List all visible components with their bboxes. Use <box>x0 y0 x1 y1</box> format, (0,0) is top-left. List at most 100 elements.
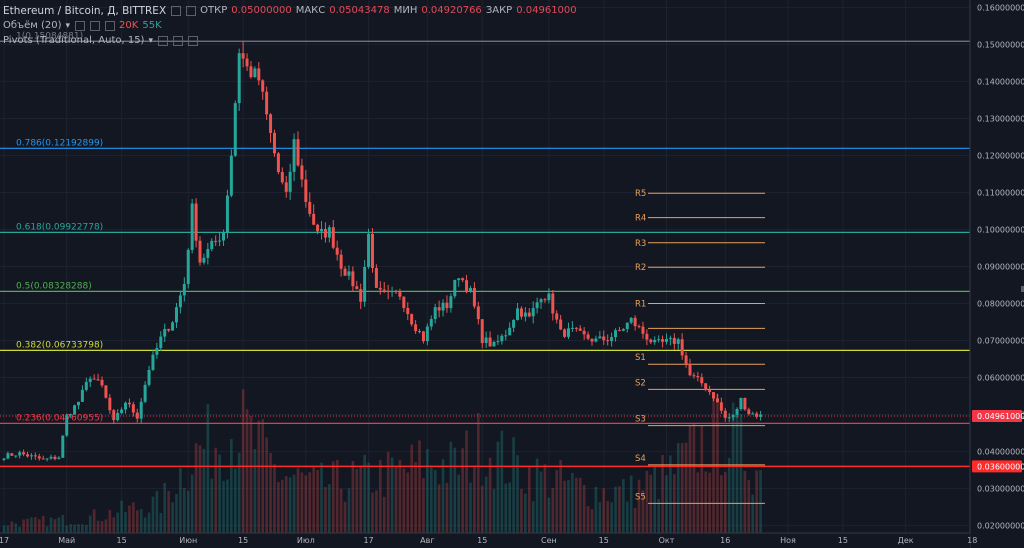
volume-bar <box>433 470 437 533</box>
candle-body <box>292 139 296 172</box>
volume-bar <box>461 448 464 533</box>
volume-bar <box>700 425 704 533</box>
candle-body <box>284 182 288 192</box>
time-tick-label: 15 <box>599 536 609 545</box>
volume-bar <box>386 451 390 533</box>
candle-body <box>171 322 175 331</box>
volume-bar <box>477 413 480 533</box>
candle-body <box>163 328 167 337</box>
chevron-down-icon[interactable]: ▾ <box>148 35 153 46</box>
settings-icon[interactable] <box>90 20 101 31</box>
candle-body <box>449 296 453 309</box>
volume-bar <box>418 440 421 533</box>
candle-body <box>37 456 41 459</box>
candle-body <box>73 405 77 415</box>
volume-bar <box>14 523 18 533</box>
symbol-title[interactable]: Ethereum / Bitcoin, Д, BITTREX <box>3 4 167 17</box>
time-tick-label: 18 <box>967 536 977 545</box>
candle-body <box>696 376 700 378</box>
volume-indicator-row: Объём (20) ▾ 20K 55K <box>3 18 577 33</box>
fib-level-label: 0.786(0.12192899) <box>16 138 103 148</box>
time-axis[interactable]: 17 Май 15 Июн 15 Июл 17 Авг 15 Сен 15 Окт 16 Ноя 15 Дек… <box>0 532 977 548</box>
candle-body <box>363 267 367 302</box>
volume-bar <box>124 511 127 533</box>
volume-bar <box>88 515 92 533</box>
volume-bar <box>288 477 292 533</box>
settings-icon[interactable] <box>173 35 183 46</box>
volume-bar <box>355 468 359 533</box>
volume-bar <box>563 480 566 533</box>
volume-bar <box>210 478 214 533</box>
volume-bar <box>606 501 609 533</box>
candle-body <box>229 155 233 196</box>
eye-icon[interactable] <box>75 20 86 31</box>
candle-body <box>233 103 237 156</box>
candle-body <box>692 375 696 377</box>
candle-body <box>429 319 433 327</box>
volume-bar <box>578 477 582 533</box>
volume-bar <box>104 519 108 533</box>
close-icon[interactable] <box>105 20 116 31</box>
volume-bar <box>351 460 355 533</box>
candle-body <box>147 369 151 385</box>
volume-bar <box>347 488 351 533</box>
volume-bar <box>465 430 468 533</box>
candle-body <box>617 330 621 332</box>
eye-icon[interactable] <box>158 35 168 46</box>
volume-bar <box>571 472 574 533</box>
candle-body <box>680 339 684 356</box>
candle-body <box>127 402 131 405</box>
volume-bar <box>261 419 265 533</box>
candle-body <box>26 454 30 457</box>
volume-bar <box>281 479 284 533</box>
volume-bar <box>37 519 41 533</box>
volume-bar <box>390 457 394 533</box>
volume-bar <box>692 423 696 533</box>
candle-body <box>606 340 610 342</box>
volume-bar <box>590 509 594 533</box>
time-axis-bg <box>0 533 970 548</box>
candle-body <box>425 326 429 342</box>
candle-body <box>194 203 198 241</box>
volume-bar <box>429 466 433 533</box>
candle-body <box>339 254 343 269</box>
candle-body <box>531 308 535 317</box>
candle-body <box>65 415 69 436</box>
volume-indicator-label[interactable]: Объём (20) <box>3 20 62 31</box>
volume-bar <box>73 524 76 533</box>
price-tag-bg <box>972 409 1022 422</box>
chart-grid <box>0 0 973 533</box>
volume-bar <box>598 502 602 533</box>
volume-bar <box>155 491 159 533</box>
close-icon[interactable] <box>188 35 198 46</box>
volume-bar <box>371 492 374 533</box>
candle-body <box>457 278 461 281</box>
ohlc-high-value: 0.05043478 <box>329 5 390 16</box>
time-tick-label: Дек <box>898 536 914 545</box>
volume-bar <box>500 430 504 533</box>
volume-bar <box>316 469 319 533</box>
candle-body <box>92 378 96 380</box>
chart-legend: Ethereum / Bitcoin, Д, BITTREX ОТКР 0.050… <box>3 3 577 48</box>
volume-bar <box>147 512 151 533</box>
chevron-down-icon[interactable]: ▾ <box>65 20 71 31</box>
volume-bar <box>175 494 178 533</box>
scroll-handle[interactable] <box>1021 286 1024 292</box>
volume-bar <box>649 474 653 533</box>
candle-body <box>29 455 33 457</box>
candle-body <box>100 379 104 386</box>
candle-body <box>743 397 747 410</box>
candle-body <box>327 227 331 238</box>
pivots-indicator-label[interactable]: Pivots (Traditional, Auto, 15) <box>3 35 145 46</box>
volume-bar <box>426 449 429 533</box>
volume-bar <box>453 447 457 533</box>
candle-body <box>22 452 26 455</box>
candle-body <box>367 233 371 268</box>
settings-icon[interactable] <box>186 5 197 16</box>
candle-body <box>300 165 304 180</box>
candle-body <box>214 240 218 242</box>
price-axis[interactable]: 0.16000000 0.15000000 0.14000000 0.13000000… <box>969 0 1024 548</box>
volume-value-1: 20K <box>119 20 139 31</box>
eye-icon[interactable] <box>171 5 182 16</box>
